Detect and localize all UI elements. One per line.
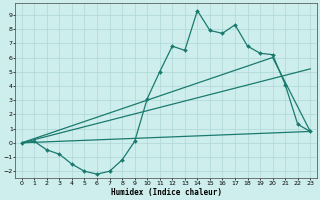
X-axis label: Humidex (Indice chaleur): Humidex (Indice chaleur) bbox=[110, 188, 221, 197]
